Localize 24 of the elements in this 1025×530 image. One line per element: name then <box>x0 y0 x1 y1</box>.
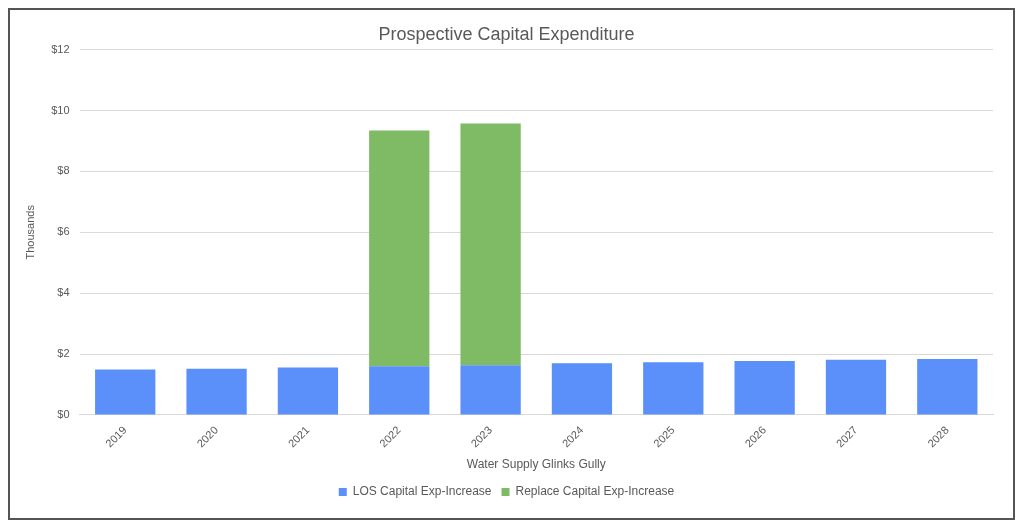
bar <box>734 361 795 415</box>
y-tick-label: $0 <box>57 407 70 420</box>
y-axis-title: Thousands <box>23 204 36 260</box>
y-tick-label: $4 <box>57 286 70 299</box>
bar <box>551 363 613 415</box>
bar <box>277 367 339 415</box>
y-tick-label: $2 <box>57 347 70 360</box>
bar <box>369 130 430 367</box>
bar <box>186 368 247 415</box>
y-tick-label: $8 <box>57 164 70 177</box>
y-tick-label: $12 <box>51 42 70 55</box>
bar <box>460 365 521 415</box>
chart-title: Prospective Capital Expenditure <box>378 23 635 44</box>
bar <box>369 366 430 415</box>
y-tick-label: $10 <box>51 103 70 116</box>
bar <box>917 358 978 415</box>
x-axis-title: Water Supply Glinks Gully <box>466 457 606 472</box>
bar <box>95 369 156 415</box>
bar <box>460 123 521 366</box>
y-tick-label: $6 <box>57 225 70 238</box>
legend-label: Replace Capital Exp-Increase <box>515 484 675 499</box>
legend-label: LOS Capital Exp-Increase <box>352 484 492 499</box>
bar <box>825 359 887 415</box>
bar <box>643 362 704 415</box>
